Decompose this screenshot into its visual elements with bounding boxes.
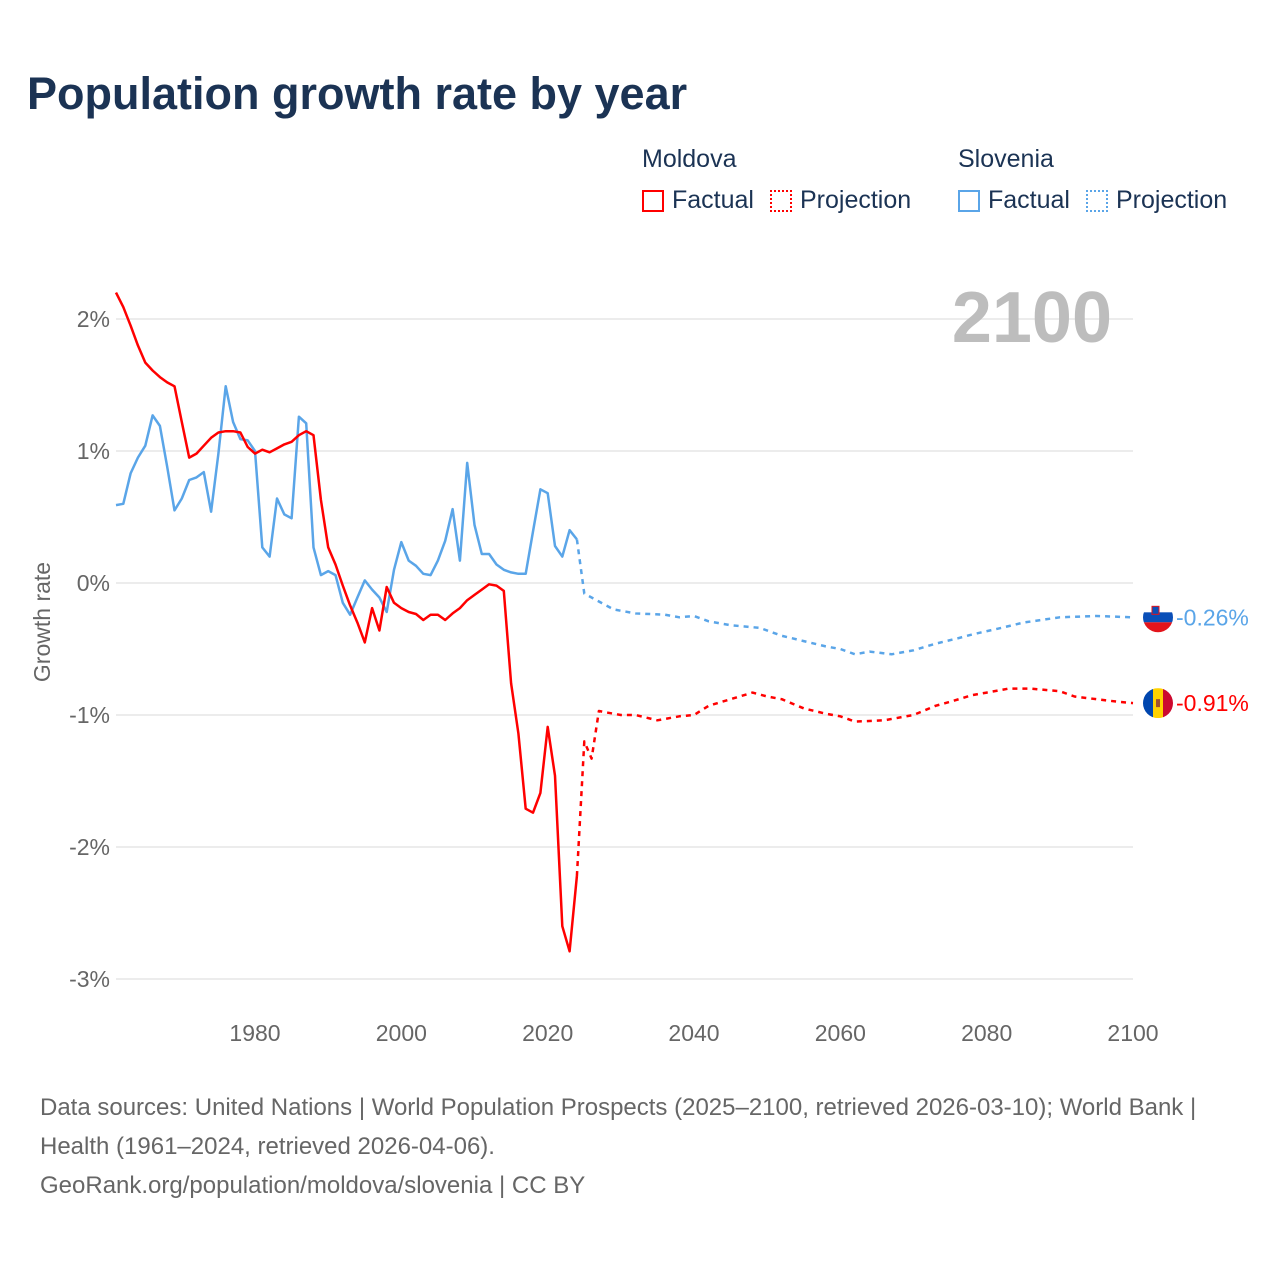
- footer-sources: Data sources: United Nations | World Pop…: [40, 1094, 1197, 1160]
- flag-slovenia-icon: [1143, 602, 1173, 633]
- legend-label: Projection: [799, 186, 912, 214]
- x-tick-label: 2000: [376, 1020, 427, 1046]
- y-tick-label: -2%: [69, 834, 110, 860]
- legend-group-moldova: Moldova: [642, 145, 737, 173]
- legend-row-moldova: Factual Projection: [642, 186, 927, 215]
- legend-solid-swatch: [642, 189, 664, 212]
- flag-stripe: [1163, 688, 1173, 719]
- series-line-slovenia-factual: [115, 385, 578, 616]
- x-tick-label: 2040: [668, 1020, 719, 1046]
- legend-slovenia-factual[interactable]: Factual: [958, 186, 1070, 215]
- series-line-moldova-projection: [575, 687, 1134, 877]
- flag-stripe: [1143, 612, 1173, 623]
- legend-label: Factual: [988, 186, 1070, 214]
- series-line-slovenia-projection: [575, 539, 1134, 656]
- end-value-label: -0.26%: [1176, 604, 1249, 630]
- legend-solid-swatch: [958, 189, 980, 212]
- page-title: Population growth rate by year: [27, 68, 688, 119]
- flag-moldova-icon: [1143, 688, 1173, 719]
- flag-stripe: [1143, 622, 1173, 633]
- x-tick-label: 2060: [815, 1020, 866, 1046]
- legend-row-slovenia: Factual Projection: [958, 186, 1243, 215]
- footer: Data sources: United Nations | World Pop…: [40, 1088, 1240, 1205]
- flag-stripe: [1143, 688, 1153, 719]
- plot-area: 2% 1% 0% -1% -2% -3% 1980 2000 2020 2040 2060 2080 2…: [29, 278, 1249, 1046]
- x-tick-label: 2020: [522, 1020, 573, 1046]
- footer-attribution[interactable]: GeoRank.org/population/moldova/slovenia …: [40, 1172, 586, 1199]
- y-tick-label: 2%: [77, 306, 110, 332]
- flag-coat: [1151, 605, 1160, 615]
- legend-moldova-factual[interactable]: Factual: [642, 186, 754, 215]
- legend-dotted-swatch: [1085, 189, 1108, 212]
- flag-coat: [1156, 699, 1160, 708]
- y-tick-label: -1%: [69, 702, 110, 728]
- legend-slovenia-projection[interactable]: Projection: [1085, 186, 1228, 215]
- y-axis-title: Growth rate: [29, 562, 55, 682]
- legend-group-slovenia: Slovenia: [958, 145, 1054, 173]
- end-value-label: -0.91%: [1176, 690, 1249, 716]
- flag-body: [1143, 602, 1173, 633]
- legend-label: Projection: [1115, 186, 1228, 214]
- flag-body: [1143, 688, 1173, 719]
- year-display: 2100: [952, 278, 1112, 358]
- x-tick-label: 2100: [1107, 1020, 1158, 1046]
- x-tick-label: 1980: [229, 1020, 280, 1046]
- legend-dotted-swatch: [769, 189, 792, 212]
- x-tick-label: 2080: [961, 1020, 1012, 1046]
- legend-label: Factual: [672, 186, 754, 214]
- series-line-moldova-factual: [114, 292, 579, 953]
- y-tick-label: -3%: [69, 966, 110, 992]
- y-tick-label: 1%: [77, 438, 110, 464]
- y-tick-label: 0%: [77, 570, 110, 596]
- legend-moldova-projection[interactable]: Projection: [769, 186, 912, 215]
